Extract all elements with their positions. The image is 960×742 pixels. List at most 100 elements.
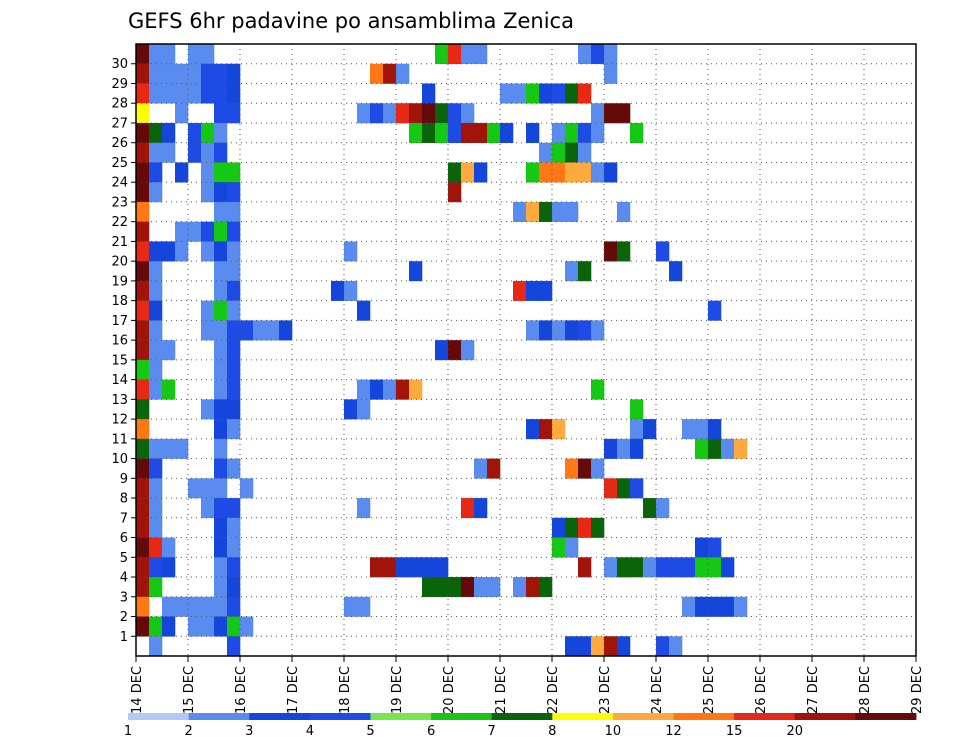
y-tick-label: 5 [120,551,128,566]
heatmap-cell [214,103,228,124]
heatmap-cell [656,636,670,657]
heatmap-cell [552,537,566,558]
heatmap-cell [214,63,228,84]
legend-swatch [794,713,856,720]
heatmap-cell [201,399,215,420]
y-tick-label: 23 [111,195,128,210]
heatmap-cell [578,44,592,65]
x-tick-label: 27 DEC [806,666,821,714]
legend-label: 5 [366,724,374,739]
heatmap-cell [357,498,371,519]
legend-swatch [855,713,917,720]
heatmap-cell [370,557,384,578]
heatmap-cell [149,498,163,519]
heatmap-cell [227,636,241,657]
heatmap-cell [630,419,644,440]
heatmap-cell [136,103,150,124]
heatmap-cell [136,280,150,301]
x-tick-label: 23 DEC [598,666,613,714]
heatmap-cell [149,458,163,479]
legend-label: 20 [786,724,803,739]
heatmap-cell [214,399,228,420]
heatmap-cell [149,162,163,183]
heatmap-cell [149,44,163,65]
heatmap-cell [383,103,397,124]
heatmap-cell [578,320,592,341]
heatmap-cell [162,596,176,617]
heatmap-cell [227,359,241,380]
heatmap-cell [591,636,605,657]
heatmap-cell [578,458,592,479]
legend-label: 4 [306,724,314,739]
y-tick-label: 29 [111,77,128,92]
heatmap-cell [682,557,696,578]
x-tick-label: 22 DEC [546,666,561,714]
heatmap-cell [214,83,228,104]
heatmap-cell [201,44,215,65]
heatmap-cell [539,83,553,104]
heatmap-cell [214,221,228,242]
x-tick-label: 26 DEC [754,666,769,714]
heatmap-cell [214,419,228,440]
heatmap-cell [526,320,540,341]
heatmap-cell [136,44,150,65]
heatmap-cell [188,83,202,104]
heatmap-cell [227,300,241,321]
plot-frame [135,43,917,657]
heatmap-cell [565,458,579,479]
heatmap-cell [630,478,644,499]
heatmap-cell [136,419,150,440]
heatmap-cell [136,83,150,104]
heatmap-cell [149,300,163,321]
heatmap-cell [539,577,553,598]
heatmap-cell [591,379,605,400]
heatmap-cell [149,438,163,459]
heatmap-cell [409,261,423,282]
heatmap-cell [136,458,150,479]
heatmap-cell [201,241,215,262]
heatmap-cell [162,340,176,361]
y-tick-label: 10 [111,452,128,467]
heatmap-cell [266,320,280,341]
heatmap-cell [708,537,722,558]
heatmap-cell [214,241,228,262]
heatmap-cell [136,300,150,321]
heatmap-cell [136,399,150,420]
heatmap-cell [344,596,358,617]
heatmap-cell [227,379,241,400]
heatmap-cell [604,63,618,84]
heatmap-cell [214,557,228,578]
y-tick-label: 27 [111,116,128,131]
legend-swatch [431,713,493,720]
heatmap-cell [695,419,709,440]
heatmap-cell [201,162,215,183]
heatmap-cell [461,498,475,519]
y-tick-label: 26 [111,136,128,151]
heatmap-cell [175,596,189,617]
heatmap-cell [435,44,449,65]
heatmap-cell [565,83,579,104]
heatmap-cell [552,320,566,341]
heatmap-cell [435,340,449,361]
heatmap-cell [214,142,228,163]
heatmap-cell [227,517,241,538]
heatmap-cell [630,122,644,144]
heatmap-cell [162,44,176,65]
heatmap-cell [526,280,540,301]
heatmap-cell [695,537,709,558]
legend-label: 8 [548,724,556,739]
heatmap-cell [422,103,436,124]
heatmap-cell [461,162,475,183]
heatmap-cell [448,44,462,65]
heatmap-cell [617,241,631,262]
heatmap-cell [175,221,189,242]
heatmap-cell [227,201,241,222]
heatmap-cell [201,83,215,104]
heatmap-cell [617,201,631,222]
x-tick-label: 17 DEC [286,666,301,714]
heatmap-cell [617,636,631,657]
heatmap-cell [279,320,293,341]
heatmap-cell [227,221,241,242]
legend-label: 6 [427,724,435,739]
